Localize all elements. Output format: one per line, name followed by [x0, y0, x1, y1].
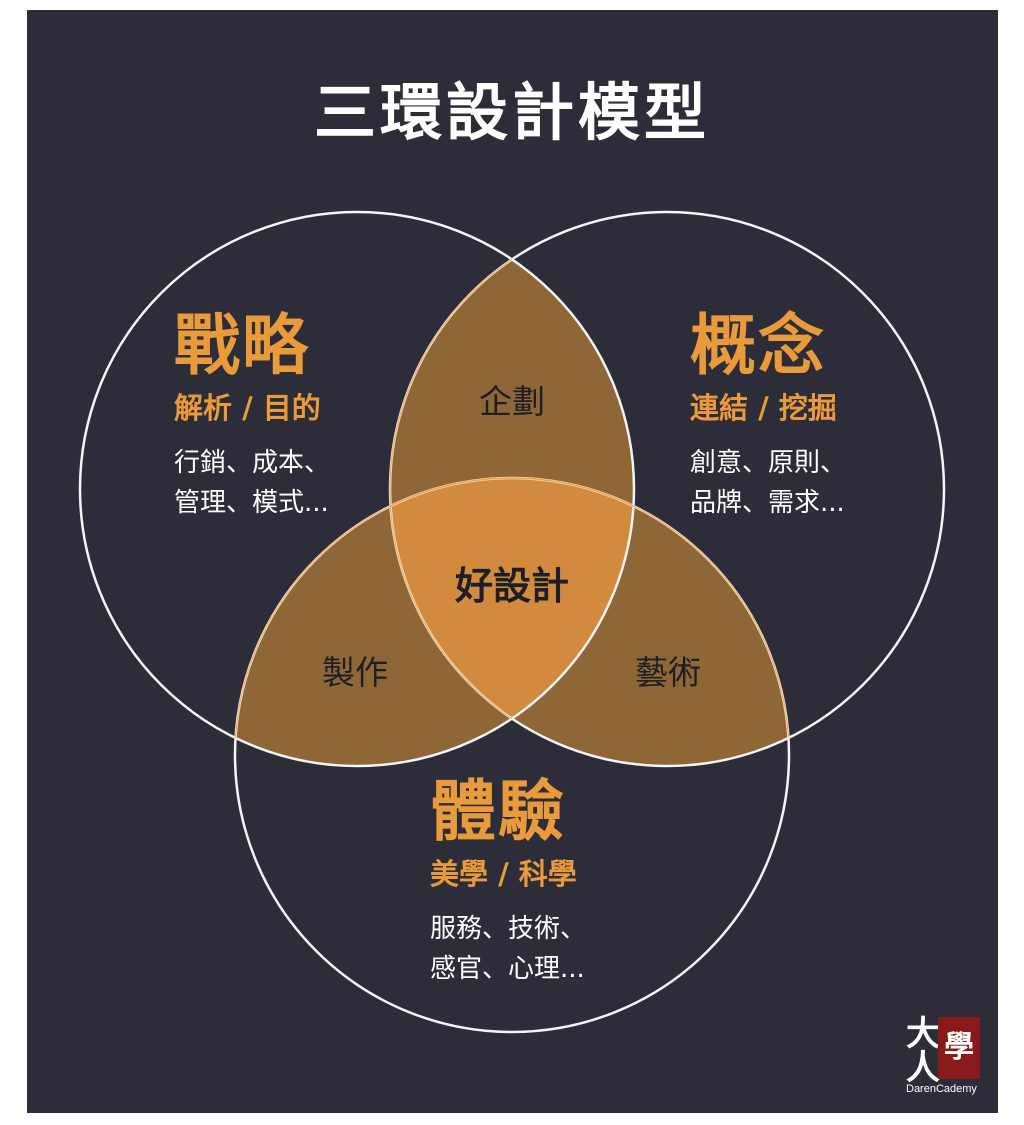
strategy-line-2: 管理、模式...	[174, 488, 329, 519]
darencademy-logo: 大人 學 DarenCademy	[902, 1017, 986, 1101]
concept-line-1: 創意、原則、	[690, 447, 847, 478]
strategy-heading: 戰略	[174, 307, 310, 384]
logo-brand: DarenCademy	[906, 1083, 977, 1095]
strategy-subtitle: 解析 / 目的	[174, 391, 321, 425]
experience-heading: 體驗	[430, 773, 566, 850]
concept-subtitle: 連結 / 挖掘	[690, 391, 837, 425]
experience-line-2: 感官、心理...	[430, 954, 585, 985]
label-production: 製作	[322, 653, 388, 692]
label-art: 藝術	[635, 653, 701, 692]
experience-block: 體驗 美學 / 科學 服務、技術、 感官、心理...	[430, 779, 586, 989]
experience-line-1: 服務、技術、	[430, 913, 587, 944]
logo-seal: 學	[938, 1017, 980, 1079]
logo-chars: 大人	[906, 1014, 940, 1088]
experience-subtitle: 美學 / 科學	[430, 857, 577, 891]
strategy-block: 戰略 解析 / 目的 行銷、成本、 管理、模式...	[174, 313, 330, 523]
concept-line-2: 品牌、需求...	[690, 488, 845, 519]
concept-heading: 概念	[690, 307, 826, 384]
label-planning: 企劃	[479, 382, 545, 421]
strategy-line-1: 行銷、成本、	[174, 447, 331, 478]
concept-block: 概念 連結 / 挖掘 創意、原則、 品牌、需求...	[690, 313, 846, 523]
label-good-design: 好設計	[454, 564, 570, 608]
diagram-title: 三環設計模型	[313, 76, 710, 149]
circle-strategy	[78, 210, 636, 768]
